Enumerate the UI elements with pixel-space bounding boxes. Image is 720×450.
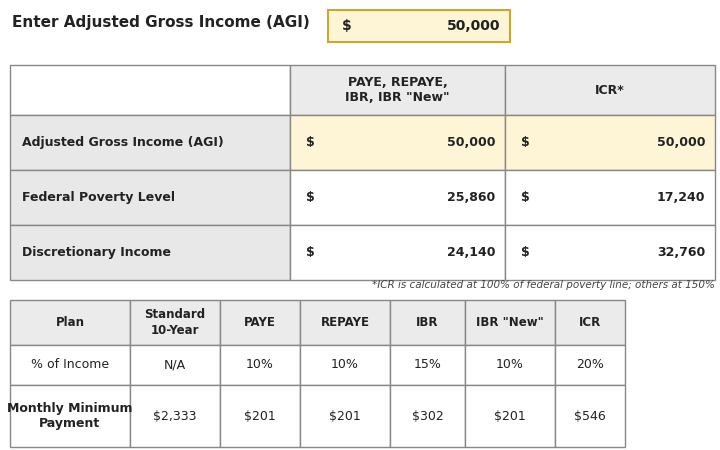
Text: Monthly Minimum
Payment: Monthly Minimum Payment <box>7 402 132 430</box>
Bar <box>390 300 465 345</box>
Bar <box>300 385 390 447</box>
Text: ICR*: ICR* <box>595 84 625 96</box>
Bar <box>10 225 290 280</box>
Bar <box>10 65 290 115</box>
Text: 32,760: 32,760 <box>657 246 705 259</box>
Text: 10%: 10% <box>496 359 524 372</box>
Text: PAYE, REPAYE,
IBR, IBR "New": PAYE, REPAYE, IBR, IBR "New" <box>345 76 450 104</box>
Bar <box>290 65 505 115</box>
Bar <box>505 65 715 115</box>
Text: $201: $201 <box>494 410 526 423</box>
Text: REPAYE: REPAYE <box>320 316 369 329</box>
Text: 50,000: 50,000 <box>446 136 495 149</box>
Text: 50,000: 50,000 <box>446 19 500 33</box>
Text: $201: $201 <box>329 410 361 423</box>
Bar <box>505 170 715 225</box>
Bar <box>130 345 220 385</box>
Bar <box>328 10 510 42</box>
Text: $201: $201 <box>244 410 276 423</box>
Text: PAYE: PAYE <box>244 316 276 329</box>
Text: $: $ <box>521 136 530 149</box>
Bar <box>10 385 130 447</box>
Text: IBR "New": IBR "New" <box>476 316 544 329</box>
Bar <box>290 225 505 280</box>
Text: 50,000: 50,000 <box>657 136 705 149</box>
Text: $: $ <box>306 136 315 149</box>
Bar <box>10 115 290 170</box>
Bar <box>10 300 130 345</box>
Bar <box>220 385 300 447</box>
Text: % of Income: % of Income <box>31 359 109 372</box>
Text: N/A: N/A <box>164 359 186 372</box>
Text: ICR: ICR <box>579 316 601 329</box>
Bar <box>220 345 300 385</box>
Bar <box>290 115 505 170</box>
Text: 20%: 20% <box>576 359 604 372</box>
Bar <box>300 345 390 385</box>
Text: $: $ <box>521 191 530 204</box>
Bar <box>465 300 555 345</box>
Text: 10%: 10% <box>246 359 274 372</box>
Text: Standard
10-Year: Standard 10-Year <box>145 309 206 337</box>
Bar <box>465 345 555 385</box>
Text: 17,240: 17,240 <box>657 191 705 204</box>
Text: Adjusted Gross Income (AGI): Adjusted Gross Income (AGI) <box>22 136 224 149</box>
Text: $: $ <box>342 19 352 33</box>
Bar <box>130 300 220 345</box>
Bar <box>505 115 715 170</box>
Text: 10%: 10% <box>331 359 359 372</box>
Bar <box>505 225 715 280</box>
Bar <box>555 385 625 447</box>
Bar <box>390 385 465 447</box>
Bar <box>555 300 625 345</box>
Text: 24,140: 24,140 <box>446 246 495 259</box>
Text: $546: $546 <box>574 410 606 423</box>
Bar <box>555 345 625 385</box>
Text: $: $ <box>306 246 315 259</box>
Text: $2,333: $2,333 <box>153 410 197 423</box>
Bar <box>465 385 555 447</box>
Text: $: $ <box>521 246 530 259</box>
Text: Plan: Plan <box>55 316 84 329</box>
Bar <box>300 300 390 345</box>
Text: $302: $302 <box>412 410 444 423</box>
Bar <box>10 170 290 225</box>
Text: Enter Adjusted Gross Income (AGI): Enter Adjusted Gross Income (AGI) <box>12 14 310 30</box>
Bar <box>220 300 300 345</box>
Text: 15%: 15% <box>413 359 441 372</box>
Text: IBR: IBR <box>416 316 438 329</box>
Text: 25,860: 25,860 <box>446 191 495 204</box>
Bar <box>10 345 130 385</box>
Text: Federal Poverty Level: Federal Poverty Level <box>22 191 175 204</box>
Bar <box>390 345 465 385</box>
Text: *ICR is calculated at 100% of federal poverty line; others at 150%: *ICR is calculated at 100% of federal po… <box>372 280 715 290</box>
Text: $: $ <box>306 191 315 204</box>
Bar <box>290 170 505 225</box>
Bar <box>130 385 220 447</box>
Text: Discretionary Income: Discretionary Income <box>22 246 171 259</box>
